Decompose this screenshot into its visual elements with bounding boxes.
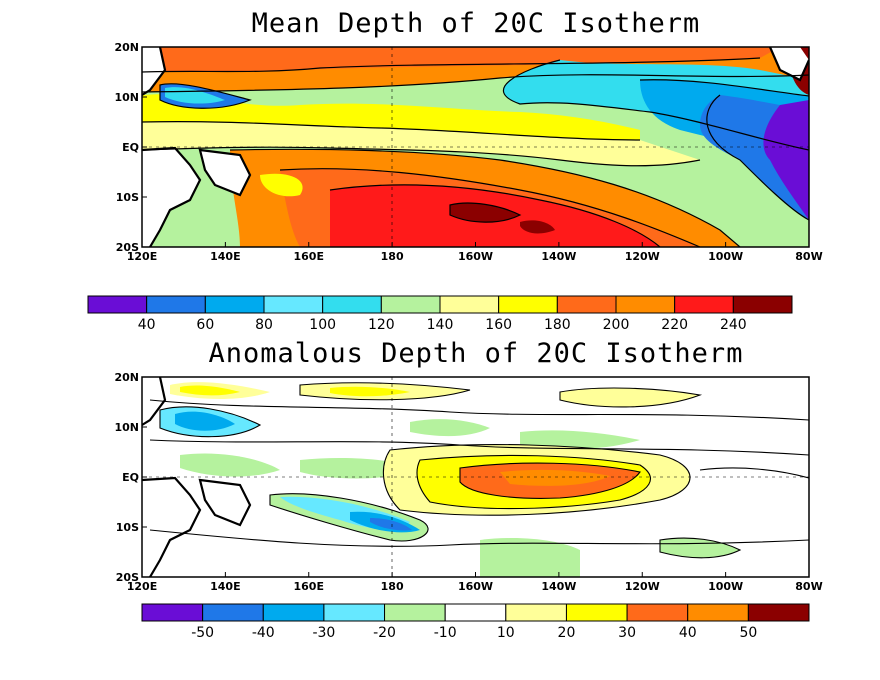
anomaly-colorbar-swatch (505, 603, 567, 622)
mean-lon-label: 120E (127, 250, 157, 263)
mean-lon-label: 180 (381, 250, 404, 263)
anomaly-colorbar-swatch (262, 603, 325, 622)
mean-colorbar-swatch (615, 295, 676, 314)
mean-colorbar-swatch (674, 295, 734, 314)
mean-colorbar-label: 220 (661, 317, 688, 333)
anomaly-lon-label: 80W (795, 580, 822, 593)
mean-lon-label: 140E (210, 250, 240, 263)
anomaly-colorbar-swatch (747, 603, 810, 622)
anomaly-colorbar-swatch (565, 603, 628, 622)
mean-lat-label: EQ (122, 141, 139, 154)
anomaly-colorbar-swatch (384, 603, 446, 622)
anomaly-lon-label: 120E (127, 580, 157, 593)
mean-colorbar-swatch (322, 295, 382, 314)
anomaly-lon-label: 160W (458, 580, 493, 593)
mean-colorbar-label: 60 (196, 317, 214, 333)
mean-colorbar-label: 180 (544, 317, 571, 333)
mean-colorbar-swatch (439, 295, 500, 314)
mean-colorbar-label: 160 (485, 317, 512, 333)
mean-lon-label: 140W (541, 250, 576, 263)
mean-colorbar-label: 80 (255, 317, 273, 333)
anomaly-colorbar-label: 10 (497, 625, 515, 641)
mean-colorbar-swatch (380, 295, 441, 314)
anomaly-lat-label: EQ (122, 471, 139, 484)
mean-colorbar-label: 40 (138, 317, 156, 333)
mean-depth-map (142, 47, 809, 247)
anomaly-colorbar-label: -40 (252, 625, 275, 641)
mean-lon-label: 100W (708, 250, 743, 263)
mean-colorbar-swatch (263, 295, 324, 314)
anomaly-colorbar-label: 40 (679, 625, 697, 641)
mean-colorbar-label: 140 (427, 317, 454, 333)
mean-colorbar-swatch (146, 295, 206, 314)
anomaly-lon-label: 100W (708, 580, 743, 593)
anomaly-colorbar-label: -20 (373, 625, 396, 641)
anomaly-colorbar-swatch (687, 603, 749, 622)
anomaly-colorbar-label: 50 (739, 625, 757, 641)
mean-colorbar-label: 200 (603, 317, 630, 333)
anomaly-colorbar-swatch (323, 603, 386, 622)
anomaly-colorbar-swatch (626, 603, 689, 622)
mean-colorbar-swatch (204, 295, 265, 314)
anomaly-colorbar-swatch (141, 603, 204, 622)
anomaly-lon-label: 140E (210, 580, 240, 593)
anomaly-lat-label: 20N (114, 371, 139, 384)
anomaly-colorbar-swatch (444, 603, 507, 622)
mean-lat-label: 20S (116, 241, 139, 254)
mean-depth-colorbar: 40 60 80 100 120 140 160 180 200 220 240 (87, 295, 793, 333)
mean-colorbar-swatch (498, 295, 558, 314)
mean-lon-label: 120W (625, 250, 660, 263)
anomaly-lon-label: 180 (381, 580, 404, 593)
anomaly-lat-label: 20S (116, 571, 139, 584)
mean-lat-label: 10S (116, 191, 139, 204)
anomaly-lat-label: 10S (116, 521, 139, 534)
mean-lon-label: 160W (458, 250, 493, 263)
anomaly-depth-title: Anomalous Depth of 20C Isotherm (208, 338, 744, 369)
anomaly-colorbar-label: 30 (618, 625, 636, 641)
mean-colorbar-swatch (87, 295, 148, 314)
anomaly-lat-label: 10N (114, 421, 139, 434)
mean-lat-label: 10N (114, 91, 139, 104)
anomaly-lon-label: 140W (541, 580, 576, 593)
anomaly-colorbar-label: 20 (558, 625, 576, 641)
anomaly-colorbar-label: -50 (191, 625, 214, 641)
mean-lon-label: 80W (795, 250, 822, 263)
mean-colorbar-label: 100 (309, 317, 336, 333)
mean-lon-label: 160E (294, 250, 324, 263)
anomaly-lon-label: 160E (294, 580, 324, 593)
mean-depth-title: Mean Depth of 20C Isotherm (251, 8, 701, 39)
mean-colorbar-swatch (732, 295, 793, 314)
mean-colorbar-label: 120 (368, 317, 395, 333)
anomaly-colorbar-label: -10 (434, 625, 457, 641)
mean-colorbar-label: 240 (720, 317, 747, 333)
anomaly-lon-label: 120W (625, 580, 660, 593)
anomaly-depth-colorbar: -50 -40 -30 -20 -10 10 20 30 40 50 (141, 603, 810, 641)
mean-colorbar-swatch (556, 295, 617, 314)
mean-lat-label: 20N (114, 41, 139, 54)
anomaly-colorbar-label: -30 (312, 625, 335, 641)
anomaly-colorbar-swatch (202, 603, 264, 622)
